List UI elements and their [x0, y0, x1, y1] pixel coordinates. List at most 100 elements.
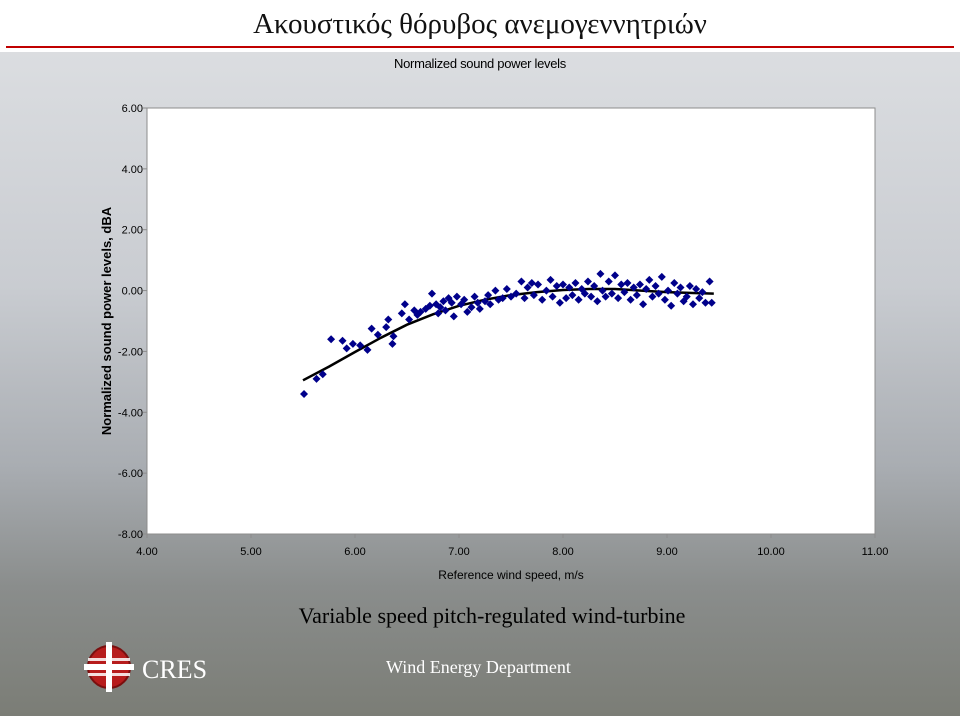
data-point — [388, 339, 397, 348]
data-point — [427, 289, 436, 298]
data-point — [695, 294, 704, 303]
data-point — [520, 294, 529, 303]
data-point — [611, 271, 619, 280]
data-point — [342, 344, 351, 353]
x-tick-label: 9.00 — [656, 546, 677, 558]
data-point — [587, 292, 596, 301]
data-point — [648, 292, 657, 301]
data-point — [447, 298, 456, 307]
data-point — [670, 278, 679, 287]
data-point — [338, 336, 347, 345]
department-name: Wind Energy Department — [386, 657, 571, 677]
data-point — [571, 278, 580, 287]
data-point — [348, 339, 357, 348]
data-point — [327, 335, 336, 344]
data-point — [635, 280, 644, 289]
x-tick-label: 5.00 — [240, 546, 261, 558]
data-point — [425, 301, 434, 310]
header-divider — [6, 46, 954, 48]
y-tick-label: -6.00 — [118, 468, 143, 480]
data-point — [654, 289, 663, 298]
data-point — [601, 292, 610, 301]
data-point — [623, 278, 632, 287]
data-point — [692, 285, 701, 294]
data-point — [439, 297, 448, 306]
data-point — [507, 292, 515, 301]
data-point — [405, 315, 414, 324]
data-point — [491, 286, 500, 295]
header-band — [0, 0, 960, 52]
data-point — [676, 283, 685, 292]
data-point — [312, 374, 321, 383]
data-point — [574, 295, 583, 304]
data-point — [568, 291, 577, 300]
data-point — [614, 294, 623, 303]
data-point — [565, 283, 574, 292]
data-point — [617, 280, 626, 289]
data-point — [559, 280, 567, 289]
data-point — [463, 307, 472, 316]
data-point — [434, 309, 443, 318]
data-point — [529, 291, 538, 300]
data-point — [632, 291, 641, 300]
data-point — [664, 286, 673, 295]
data-point — [389, 332, 398, 341]
data-point — [604, 277, 613, 286]
data-point — [470, 292, 479, 301]
x-tick-label: 10.00 — [757, 546, 785, 558]
y-tick-label: 2.00 — [122, 225, 143, 237]
data-point — [660, 295, 669, 304]
data-point — [685, 282, 694, 291]
data-point — [626, 295, 635, 304]
data-point — [639, 300, 648, 309]
data-point — [542, 286, 551, 295]
data-point — [517, 277, 526, 286]
data-point — [596, 269, 605, 278]
data-point — [416, 307, 425, 316]
data-point — [300, 390, 309, 399]
y-tick-label: 6.00 — [122, 103, 143, 115]
data-point — [367, 324, 376, 333]
slide-title: Ακουστικός θόρυβος ανεμογεννητριών — [253, 8, 707, 40]
data-point — [698, 288, 707, 297]
data-point — [534, 280, 543, 289]
x-tick-label: 11.00 — [862, 546, 889, 558]
x-tick-label: 7.00 — [448, 546, 469, 558]
data-point — [400, 300, 409, 309]
data-point — [318, 370, 327, 379]
data-point — [486, 300, 495, 309]
y-tick-label: -4.00 — [118, 407, 143, 419]
data-point — [607, 289, 616, 298]
data-point — [667, 301, 676, 310]
data-point — [449, 312, 458, 321]
y-tick-label: -2.00 — [118, 346, 143, 358]
data-point — [363, 345, 372, 354]
data-point — [689, 300, 697, 309]
scatter-chart: 6.00 4.00 2.00 0.00 -2.00 -4.00 -6.00 -8.00 4.0… — [99, 103, 888, 582]
data-point — [645, 275, 654, 284]
data-point — [481, 297, 489, 306]
data-point — [373, 330, 382, 339]
data-point — [590, 282, 599, 291]
data-point — [598, 286, 607, 295]
data-point — [441, 306, 450, 315]
data-point — [555, 298, 564, 307]
data-point — [512, 289, 521, 298]
data-point — [384, 315, 393, 324]
data-point — [682, 292, 691, 301]
y-tick-label: 0.00 — [122, 286, 143, 298]
data-point — [397, 309, 406, 318]
data-point — [502, 285, 511, 294]
x-axis: 4.00 5.00 6.00 7.00 8.00 9.00 10.00 11.00 — [136, 534, 888, 558]
y-axis-label: Normalized sound power levels, dBA — [99, 206, 114, 435]
y-tick-label: -8.00 — [118, 529, 143, 541]
data-points — [300, 269, 716, 399]
data-point — [475, 304, 484, 313]
data-point — [473, 298, 482, 307]
data-point — [498, 294, 507, 303]
data-point — [707, 298, 716, 307]
data-point — [538, 295, 547, 304]
data-point — [548, 292, 557, 301]
data-point — [642, 285, 651, 294]
data-point — [562, 294, 571, 303]
